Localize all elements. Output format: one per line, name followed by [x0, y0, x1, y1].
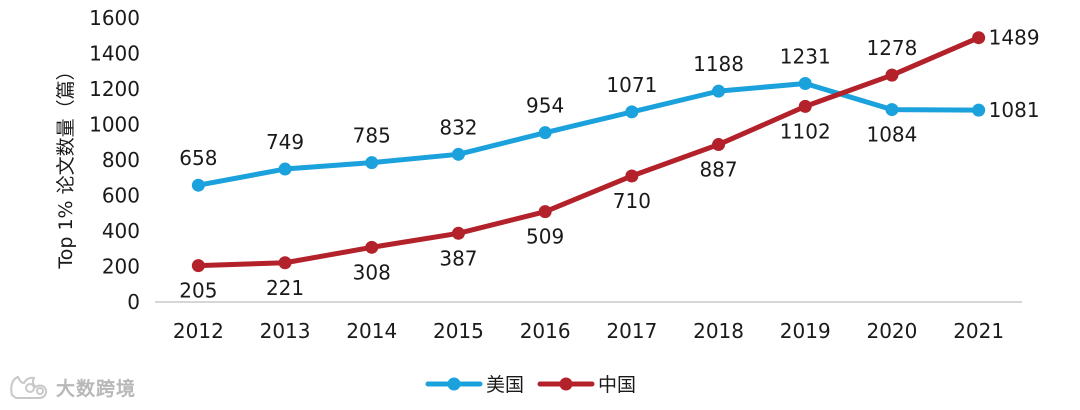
data-point [191, 259, 205, 273]
y-tick-label: 1400 [89, 42, 140, 66]
x-tick-label: 2014 [346, 319, 397, 343]
data-point [798, 99, 812, 113]
axis-layer: 0 200 400 600 800 1000 1200 1400 1600 2012 2013 201… [55, 6, 1022, 343]
data-point [712, 138, 726, 152]
data-point [972, 103, 986, 117]
data-point [538, 126, 552, 140]
data-point [712, 84, 726, 98]
data-label: 221 [266, 276, 304, 300]
data-label: 205 [179, 279, 217, 303]
data-point [885, 103, 899, 117]
x-tick-label: 2012 [173, 319, 224, 343]
x-tick-label: 2013 [260, 319, 311, 343]
x-tick-label: 2016 [520, 319, 571, 343]
y-tick-label: 600 [102, 184, 140, 208]
data-point [365, 156, 379, 170]
series-line-0 [195, 80, 982, 188]
x-tick-label: 2015 [433, 319, 484, 343]
x-tick-label: 2018 [693, 319, 744, 343]
data-point [451, 226, 465, 240]
data-label: 1188 [693, 52, 744, 76]
legend-label: 美国 [486, 374, 524, 396]
data-point [278, 162, 292, 176]
data-point [191, 178, 205, 192]
data-label: 1489 [989, 26, 1040, 50]
data-point [625, 105, 639, 119]
data-label: 308 [353, 260, 391, 284]
x-tick-label: 2017 [606, 319, 657, 343]
data-label: 1071 [606, 73, 657, 97]
x-tick-label: 2019 [780, 319, 831, 343]
data-label: 887 [699, 158, 737, 182]
data-point [972, 31, 986, 45]
x-tick-label: 2020 [866, 319, 917, 343]
data-label: 509 [526, 225, 564, 249]
cat-logo-icon [10, 375, 48, 399]
watermark-text: 大数跨境 [56, 377, 137, 400]
data-point [451, 147, 465, 161]
y-tick-label: 1000 [89, 113, 140, 137]
data-label: 1081 [989, 98, 1040, 122]
data-label: 1278 [866, 36, 917, 60]
data-label: 658 [179, 146, 217, 170]
data-point [278, 256, 292, 270]
x-tick-label: 2021 [953, 319, 1004, 343]
data-label: 387 [439, 246, 477, 270]
y-axis-title: Top 1% 论文数量（篇） [55, 61, 77, 269]
data-label-layer: 658 749 785 832 954 1071 1188 1231 1084 1081 205 22… [179, 26, 1039, 303]
legend-label: 中国 [598, 374, 636, 396]
data-point [365, 240, 379, 254]
data-point [885, 68, 899, 82]
legend: 美国 中国 [425, 374, 636, 396]
y-tick-label: 0 [127, 290, 140, 314]
series-line-1 [195, 35, 982, 269]
data-label: 832 [439, 115, 477, 139]
y-tick-label: 800 [102, 148, 140, 172]
legend-swatch-marker [559, 377, 573, 391]
series-layer [191, 31, 986, 273]
watermark: 大数跨境 [8, 372, 136, 402]
data-point [798, 76, 812, 90]
data-point [538, 205, 552, 219]
data-label: 749 [266, 130, 304, 154]
y-tick-label: 400 [102, 219, 140, 243]
data-label: 954 [526, 94, 564, 118]
data-label: 1084 [866, 123, 917, 147]
data-point [625, 169, 639, 183]
y-tick-label: 1200 [89, 77, 140, 101]
data-label: 710 [613, 189, 651, 213]
data-label: 1231 [780, 44, 831, 68]
y-tick-label: 1600 [89, 6, 140, 30]
y-tick-label: 200 [102, 255, 140, 279]
data-label: 1102 [780, 119, 831, 143]
data-label: 785 [353, 124, 391, 148]
legend-swatch-marker [447, 377, 461, 391]
